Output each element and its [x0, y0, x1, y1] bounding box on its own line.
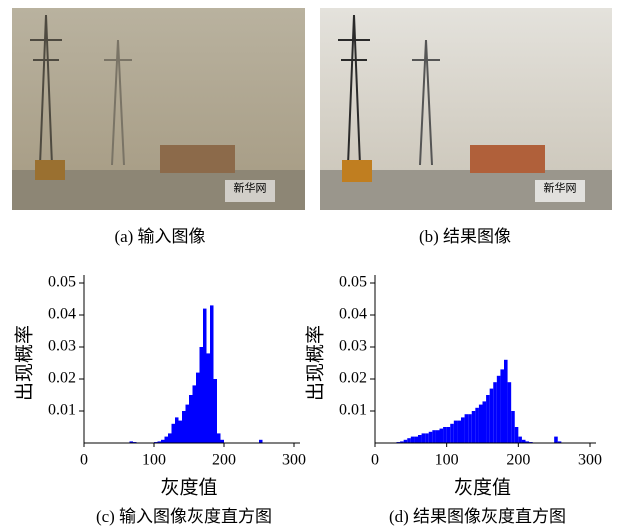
y-tick-label: 0.05	[339, 274, 367, 291]
bar	[511, 411, 515, 443]
bar	[182, 411, 186, 443]
x-tick-label: 100	[435, 452, 459, 469]
y-tick-label: 0.04	[48, 306, 76, 323]
bar	[457, 421, 461, 443]
bar	[168, 433, 172, 443]
bar	[196, 373, 200, 443]
bar	[450, 424, 454, 443]
bar	[193, 385, 197, 443]
x-tick-label: 200	[506, 452, 530, 469]
bar	[504, 360, 508, 443]
figure-canvas: 新华网 新华网 (a) 输入图像 (b) 结果图像 0.01 0.02 0.03 0.…	[0, 0, 617, 532]
bar	[515, 427, 519, 443]
bar	[443, 427, 447, 443]
caption: (b) 结果图像	[419, 227, 511, 246]
x-axis-label: 灰度值	[454, 476, 511, 498]
bar	[454, 421, 458, 443]
bar	[175, 417, 179, 443]
bar	[447, 427, 451, 443]
watermark: 新华网	[544, 181, 577, 195]
bar	[189, 395, 193, 443]
bar	[407, 438, 411, 443]
bar	[200, 347, 204, 443]
bar	[483, 401, 487, 443]
bar	[432, 430, 436, 443]
x-axis-label: 灰度值	[160, 476, 217, 498]
photo-result: 新华网	[320, 8, 612, 210]
y-tick-label: 0.04	[339, 306, 367, 323]
caption: (c) 输入图像灰度直方图	[96, 507, 272, 526]
bar	[465, 414, 469, 443]
bar	[493, 382, 497, 443]
bar	[418, 435, 422, 443]
y-tick-label: 0.03	[48, 338, 76, 355]
bar	[165, 437, 169, 443]
bar	[414, 437, 418, 443]
x-tick-label: 0	[371, 452, 379, 469]
y-tick-label: 0.02	[48, 370, 76, 387]
bar	[475, 408, 479, 443]
bar	[440, 429, 444, 443]
y-tick-label: 0.01	[48, 402, 76, 419]
bar	[207, 353, 211, 443]
y-tick-label: 0.02	[339, 370, 367, 387]
bar	[497, 376, 501, 443]
bar	[468, 414, 472, 443]
bar	[179, 421, 183, 443]
x-tick-label: 300	[282, 452, 306, 469]
y-tick-label: 0.01	[339, 402, 367, 419]
bar	[186, 405, 190, 443]
y-tick-label: 0.03	[339, 338, 367, 355]
x-tick-label: 0	[80, 452, 88, 469]
bar	[429, 432, 433, 443]
bar	[518, 437, 522, 443]
bar	[425, 433, 429, 443]
bar	[500, 369, 504, 443]
photo-input: 新华网	[12, 8, 305, 210]
x-tick-label: 100	[142, 452, 166, 469]
caption: (a) 输入图像	[114, 227, 205, 246]
bar	[210, 305, 214, 443]
bar	[411, 437, 415, 443]
bar	[508, 382, 512, 443]
bar	[490, 389, 494, 443]
bar	[203, 309, 207, 443]
y-axis-label: 出现概率	[304, 325, 326, 401]
watermark: 新华网	[234, 181, 267, 195]
bar	[214, 379, 218, 443]
bar	[472, 411, 476, 443]
bar	[461, 417, 465, 443]
bar	[172, 424, 176, 443]
bar	[422, 433, 426, 443]
x-tick-label: 200	[212, 452, 236, 469]
bar	[554, 437, 558, 443]
bar	[436, 430, 440, 443]
bar	[479, 405, 483, 443]
bar	[486, 395, 490, 443]
figure: 新华网 新华网 (a) 输入图像 (b) 结果图像 0.01 0.02 0.03 0.…	[0, 0, 617, 532]
caption: (d) 结果图像灰度直方图	[389, 507, 566, 526]
bar	[217, 433, 221, 443]
y-axis-label: 出现概率	[13, 325, 35, 401]
x-tick-label: 300	[578, 452, 602, 469]
y-tick-label: 0.05	[48, 274, 76, 291]
